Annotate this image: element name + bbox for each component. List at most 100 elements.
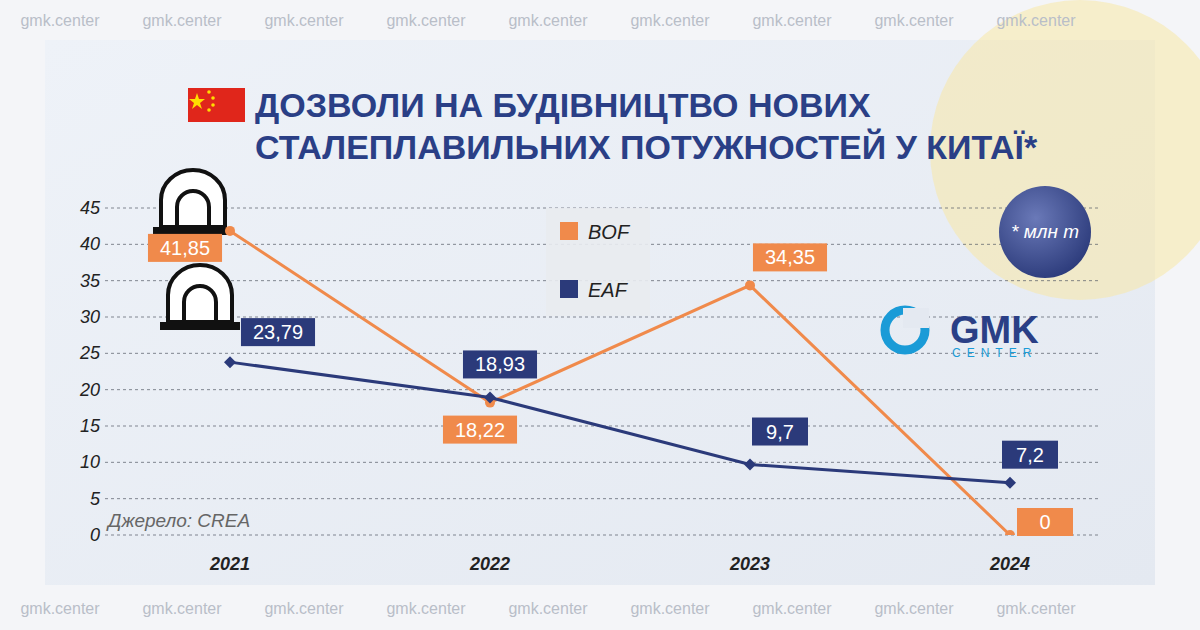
y-tick-label: 30	[80, 307, 100, 327]
watermark: gmk.center	[264, 600, 344, 617]
data-label-box	[443, 416, 517, 444]
point	[224, 356, 236, 368]
data-label-text: 23,79	[253, 321, 303, 343]
icon-base	[160, 322, 240, 330]
marks	[224, 226, 1016, 535]
grid-line	[105, 535, 1100, 536]
data-label: 0	[1017, 508, 1073, 536]
y-tick-label: 20	[79, 380, 100, 400]
watermark: gmk.center	[508, 12, 588, 29]
data-label-box	[752, 418, 808, 446]
legend-box	[546, 208, 650, 316]
watermark: gmk.center	[630, 12, 710, 29]
point	[1005, 530, 1015, 535]
flag	[188, 88, 245, 122]
data-label-text: 7,2	[1016, 444, 1044, 466]
data-label-text: 9,7	[766, 421, 794, 443]
icon-door	[184, 286, 216, 322]
title-line: ДОЗВОЛИ НА БУДІВНИЦТВО НОВИХ	[255, 86, 871, 124]
grid-line	[105, 462, 1100, 463]
legend-label: BOF	[588, 221, 631, 243]
point	[484, 391, 496, 403]
watermark: gmk.center	[386, 600, 466, 617]
watermark: gmk.center	[996, 600, 1076, 617]
data-label-text: 18,93	[475, 353, 525, 375]
series-line	[230, 362, 1010, 483]
title: ДОЗВОЛИ НА БУДІВНИЦТВО НОВИХ СТАЛЕПЛАВИЛЬ…	[255, 86, 1038, 166]
watermark: gmk.center	[630, 600, 710, 617]
chart: gmk.center gmk.center gmk.center gmk.center…	[0, 0, 1200, 630]
data-label-text: 41,85	[160, 237, 210, 259]
data-label: 18,93	[463, 350, 537, 378]
data-label: 18,22	[443, 416, 517, 444]
grid-line	[105, 389, 1100, 390]
watermark: gmk.center	[752, 600, 832, 617]
flag-star	[211, 103, 215, 107]
legend-swatch	[560, 222, 578, 240]
data-label: 41,85	[148, 234, 222, 262]
data-label-text: 0	[1039, 511, 1050, 533]
flag-star	[207, 90, 211, 94]
data-label-box	[753, 243, 827, 271]
watermark: gmk.center	[996, 12, 1076, 29]
data-label: 34,35	[753, 243, 827, 271]
data-label: 23,79	[241, 318, 315, 346]
x-tick-label: 2022	[469, 554, 510, 574]
y-tick-label: 0	[90, 525, 100, 545]
x-tick-label: 2021	[209, 554, 250, 574]
y-tick-label: 25	[79, 343, 101, 363]
y-tick-label: 35	[80, 271, 101, 291]
data-label-text: 18,22	[455, 419, 505, 441]
icon-base	[153, 227, 233, 235]
watermark: gmk.center	[752, 12, 832, 29]
watermark: gmk.center	[386, 12, 466, 29]
note: * млн т	[1011, 221, 1079, 242]
data-label-box	[463, 350, 537, 378]
legend-swatch	[560, 280, 578, 298]
data-label-box	[1017, 508, 1073, 536]
x-tick-label: 2023	[729, 554, 770, 574]
watermark: gmk.center	[874, 600, 954, 617]
y-tick-label: 15	[80, 416, 101, 436]
y-tick-label: 5	[90, 489, 101, 509]
point	[225, 226, 235, 236]
legend-label: EAF	[588, 279, 629, 301]
flag-star	[189, 93, 205, 109]
icon-body	[161, 170, 225, 227]
logo-cut	[903, 308, 929, 328]
logo-subtitle: CENTER	[952, 346, 1037, 360]
grid-line	[105, 498, 1100, 499]
icon-door	[177, 191, 209, 227]
y-tick-label: 45	[80, 198, 101, 218]
watermark: gmk.center	[20, 600, 100, 617]
series-line	[230, 231, 1010, 535]
icon	[153, 170, 233, 235]
point	[745, 280, 755, 290]
watermark: gmk.center	[508, 600, 588, 617]
point	[1004, 477, 1016, 489]
data-label-text: 34,35	[765, 246, 815, 268]
data-label: 9,7	[752, 418, 808, 446]
watermark: gmk.center	[264, 12, 344, 29]
note-badge	[999, 186, 1091, 278]
watermark: gmk.center	[142, 600, 222, 617]
data-label-box	[241, 318, 315, 346]
watermark: gmk.center	[142, 12, 222, 29]
x-tick-label: 2024	[989, 554, 1030, 574]
watermark: gmk.center	[20, 12, 100, 29]
flag-star	[207, 108, 211, 112]
legend: BOF EAF	[546, 208, 650, 316]
logo: GMK	[950, 309, 1039, 351]
data-label: 7,2	[1002, 441, 1058, 469]
data-label-box	[148, 234, 222, 262]
y-tick-label: 10	[80, 452, 100, 472]
icon	[160, 265, 240, 330]
title-line: СТАЛЕПЛАВИЛЬНИХ ПОТУЖНОСТЕЙ У КИТАЇ*	[255, 128, 1038, 166]
icon-body	[168, 265, 232, 322]
point	[744, 459, 756, 471]
source: Джерело: CREA	[106, 510, 250, 531]
data-label-box	[1002, 441, 1058, 469]
y-tick-label: 40	[80, 234, 100, 254]
flag-star	[211, 96, 215, 100]
watermark: gmk.center	[874, 12, 954, 29]
